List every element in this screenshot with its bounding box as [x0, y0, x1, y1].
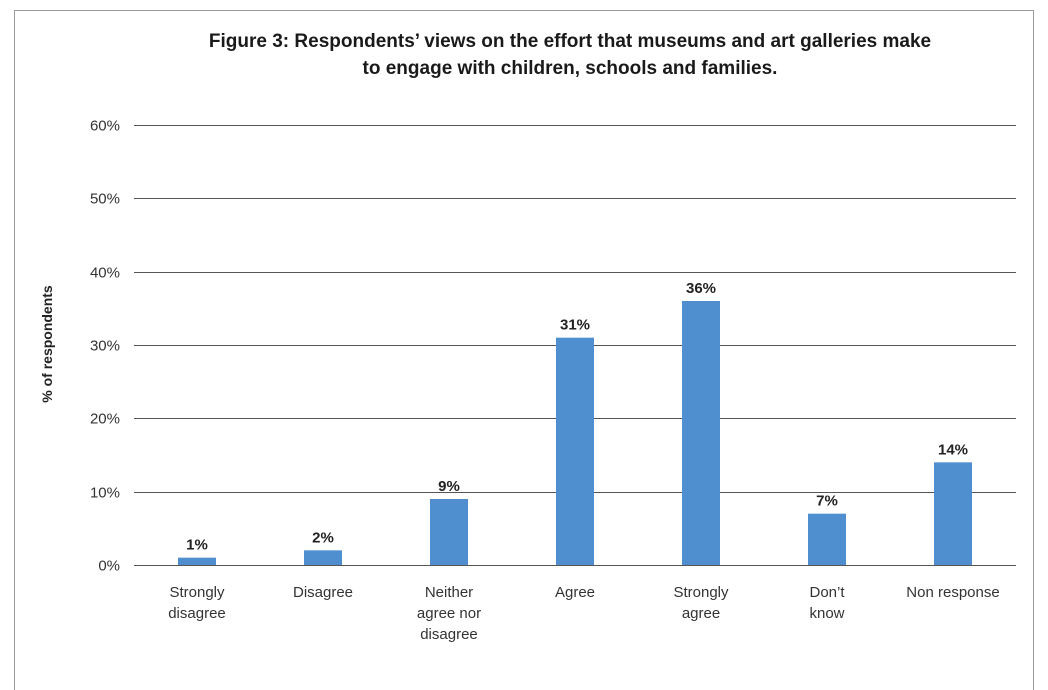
- x-tick-label-line: Agree: [555, 584, 595, 601]
- data-labels: 1% 2% 9% 31% 36% 7% 14%: [186, 280, 968, 554]
- bar: [934, 462, 972, 565]
- bar: [178, 557, 216, 565]
- bar: [556, 337, 594, 565]
- y-tick-label: 0%: [98, 558, 120, 575]
- x-tick-label-line: Strongly: [169, 584, 225, 601]
- chart-title: Figure 3: Respondents’ views on the effo…: [120, 28, 1020, 82]
- y-axis-ticks: 0% 10% 20% 30% 40% 50% 60%: [90, 118, 120, 575]
- bar: [682, 301, 720, 565]
- y-tick-label: 30%: [90, 338, 120, 355]
- x-tick-label-line: Strongly: [673, 584, 729, 601]
- y-tick-label: 10%: [90, 485, 120, 502]
- x-tick-label-line: Non response: [906, 584, 999, 601]
- data-label: 7%: [816, 493, 838, 510]
- x-tick-label-line: Disagree: [293, 584, 353, 601]
- data-label: 31%: [560, 317, 590, 334]
- x-tick-label: Non response: [906, 584, 999, 601]
- x-tick-label: Disagree: [293, 584, 353, 601]
- y-tick-label: 40%: [90, 265, 120, 282]
- data-label: 1%: [186, 537, 208, 554]
- bar: [808, 513, 846, 565]
- x-axis-categories: Strongly disagree Disagree Neither agree nor…: [168, 584, 999, 643]
- gridlines: [134, 125, 1016, 566]
- y-tick-label: 20%: [90, 411, 120, 428]
- data-label: 14%: [938, 441, 968, 458]
- chart-title-line-1: Figure 3: Respondents’ views on the effo…: [208, 31, 932, 52]
- x-tick-label: Strongly agree: [673, 584, 729, 622]
- x-tick-label: Don’t know: [809, 584, 845, 622]
- x-tick-label-line: disagree: [420, 626, 478, 643]
- x-tick-label: Agree: [555, 584, 595, 601]
- y-tick-label: 60%: [90, 118, 120, 135]
- x-tick-label: Neither agree nor disagree: [417, 584, 481, 643]
- bars: [178, 301, 972, 565]
- x-tick-label-line: agree nor: [417, 605, 481, 622]
- chart-title-line-2: to engage with children, schools and fam…: [362, 58, 778, 79]
- x-tick-label: Strongly disagree: [168, 584, 226, 622]
- x-tick-label-line: disagree: [168, 605, 226, 622]
- x-tick-label-line: Neither: [425, 584, 473, 601]
- chart-frame: [14, 10, 1034, 690]
- data-label: 9%: [438, 478, 460, 495]
- y-axis-title: % of respondents: [39, 285, 55, 403]
- data-label: 36%: [686, 280, 716, 297]
- bar: [430, 499, 468, 565]
- y-tick-label: 50%: [90, 191, 120, 208]
- x-tick-label-line: agree: [682, 605, 720, 622]
- data-label: 2%: [312, 529, 334, 546]
- bar: [304, 550, 342, 565]
- x-tick-label-line: know: [809, 605, 844, 622]
- x-tick-label-line: Don’t: [809, 584, 845, 601]
- bar-chart: 0% 10% 20% 30% 40% 50% 60% 1% 2% 9% 31% 36% 7% 14% S…: [39, 118, 1016, 643]
